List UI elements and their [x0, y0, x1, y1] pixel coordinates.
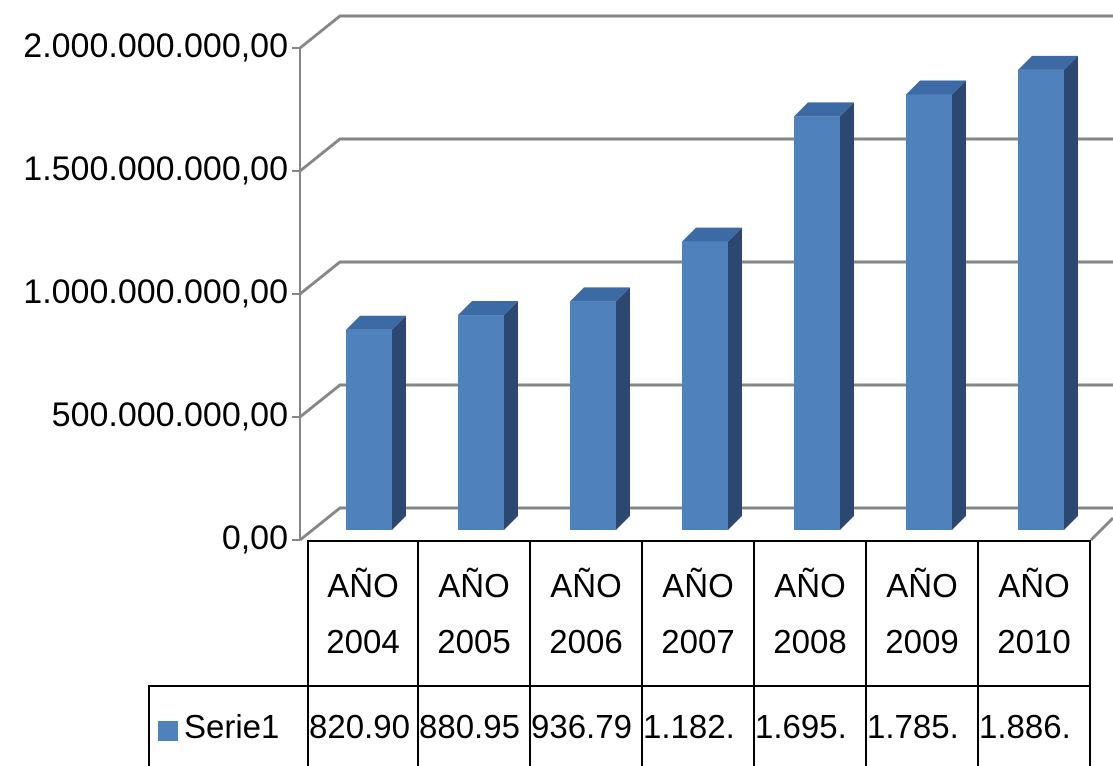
- y-tick-label: 2.000.000.000,00: [23, 27, 288, 65]
- bar: [906, 80, 966, 531]
- category-cell: AÑO 2009: [865, 540, 979, 687]
- bar: [346, 315, 406, 530]
- bar-side: [392, 315, 406, 530]
- value-cell: 1.182.: [641, 685, 755, 766]
- bar-top: [458, 301, 518, 316]
- bar-front: [906, 94, 952, 531]
- grid-line: [299, 383, 1113, 419]
- legend-label: Serie1: [184, 708, 280, 745]
- category-cell: AÑO 2007: [641, 540, 755, 687]
- bar-top: [570, 287, 630, 302]
- bar-front: [794, 116, 840, 531]
- y-tick-label: 500.000.000,00: [52, 396, 288, 434]
- category-cell: AÑO 2010: [977, 540, 1091, 687]
- bar-top: [794, 102, 854, 117]
- bar: [570, 287, 630, 530]
- y-tick-label: 0,00: [222, 519, 288, 557]
- legend-swatch: [158, 721, 178, 741]
- bar-front: [570, 301, 616, 530]
- y-tick-label: 1.500.000.000,00: [23, 150, 288, 188]
- bar-front: [458, 315, 504, 530]
- bar-side: [840, 102, 854, 531]
- bar-top: [906, 80, 966, 95]
- bar-side: [952, 80, 966, 531]
- y-tick-label: 1.000.000.000,00: [23, 273, 288, 311]
- bar: [682, 227, 742, 531]
- grid-line: [299, 260, 1113, 296]
- bar: [794, 102, 854, 531]
- legend-cell: Serie1: [148, 685, 309, 766]
- bar-side: [616, 287, 630, 530]
- floor-edge: [1089, 516, 1113, 542]
- bar-front: [346, 329, 392, 530]
- bar: [1018, 55, 1078, 530]
- value-cell: 1.886.: [977, 685, 1091, 766]
- bar-side: [504, 301, 518, 530]
- bar-front: [682, 241, 728, 531]
- bar-top: [682, 227, 742, 242]
- bar-top: [1018, 55, 1078, 70]
- value-cell: 936.79: [529, 685, 643, 766]
- bar-side: [1064, 55, 1078, 530]
- category-cell: AÑO 2006: [529, 540, 643, 687]
- grid-line: [299, 137, 1113, 173]
- value-cell: 1.785.: [865, 685, 979, 766]
- grid-line: [299, 14, 1113, 50]
- bar-front: [1018, 69, 1064, 530]
- bar: [458, 301, 518, 530]
- category-cell: AÑO 2004: [307, 540, 419, 687]
- value-cell: 1.695.: [753, 685, 867, 766]
- bar-top: [346, 315, 406, 330]
- category-cell: AÑO 2008: [753, 540, 867, 687]
- category-cell: AÑO 2005: [417, 540, 531, 687]
- value-cell: 820.90: [307, 685, 419, 766]
- bar-side: [728, 227, 742, 531]
- value-cell: 880.95: [417, 685, 531, 766]
- grid-line: [299, 506, 1113, 542]
